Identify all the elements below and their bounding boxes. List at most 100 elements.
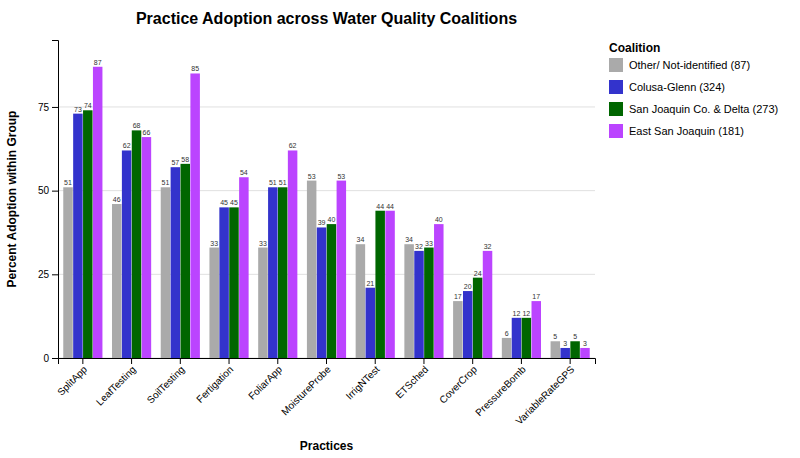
bar — [239, 177, 248, 358]
y-tick-mark — [52, 358, 58, 359]
bar — [209, 248, 218, 358]
x-tick: SplitApp — [55, 358, 89, 398]
legend-item: Colusa-Glenn (324) — [609, 80, 725, 94]
data-label: 17 — [532, 293, 540, 300]
bar — [570, 341, 579, 358]
x-tick-label: SoilTesting — [145, 364, 187, 406]
x-tick-mark — [180, 358, 181, 364]
legend-label: Colusa-Glenn (324) — [629, 81, 725, 93]
data-label: 46 — [113, 196, 121, 203]
bar — [532, 301, 541, 358]
bar — [229, 207, 238, 358]
legend-swatch — [609, 102, 623, 116]
data-label: 62 — [123, 142, 131, 149]
data-label: 17 — [454, 293, 462, 300]
y-tick-label: 50 — [38, 185, 50, 196]
bar — [288, 150, 297, 358]
data-label: 45 — [220, 199, 228, 206]
x-tick: IrrigNTest — [344, 358, 382, 402]
data-label: 62 — [289, 142, 297, 149]
x-tick-mark — [326, 358, 327, 364]
bar — [112, 204, 121, 358]
data-label: 85 — [191, 65, 199, 72]
data-label: 3 — [563, 340, 567, 347]
x-tick-label: FoliarApp — [246, 363, 284, 401]
data-label: 51 — [279, 179, 287, 186]
x-tick: MoistureProbe — [279, 358, 333, 417]
data-label: 44 — [376, 203, 384, 210]
x-tick: VariableRateGPS — [513, 358, 576, 427]
x-tick-label: SplitApp — [55, 363, 89, 397]
y-tick-label: 75 — [38, 102, 50, 113]
data-label: 24 — [474, 270, 482, 277]
x-tick: PressureBomb — [473, 358, 528, 418]
bar — [522, 318, 531, 358]
data-label: 73 — [74, 106, 82, 113]
bar — [580, 348, 589, 358]
bar — [404, 244, 413, 358]
grid — [58, 107, 595, 358]
x-tick: LeafTesting — [94, 358, 138, 408]
y-axis-title: Percent Adoption within Group — [5, 111, 19, 288]
x-tick-mark — [277, 358, 278, 364]
data-label: 33 — [210, 240, 218, 247]
data-label: 32 — [415, 243, 423, 250]
x-tick: ETSched — [393, 358, 430, 401]
data-label: 34 — [356, 236, 364, 243]
bar — [63, 187, 72, 358]
y-tick: 25 — [38, 269, 58, 280]
bar — [483, 251, 492, 358]
data-label: 5 — [573, 333, 577, 340]
data-label-series: 746858455140443324125 — [84, 102, 577, 340]
legend-item: East San Joaquin (181) — [609, 124, 744, 138]
bar — [473, 278, 482, 358]
y-tick: 50 — [38, 185, 58, 196]
bar — [356, 244, 365, 358]
x-tick-label: IrrigNTest — [344, 364, 382, 402]
data-label: 21 — [366, 280, 374, 287]
bar — [317, 227, 326, 358]
bar — [307, 181, 316, 358]
data-label: 32 — [484, 243, 492, 250]
bar — [453, 301, 462, 358]
x-axis-line — [59, 359, 596, 365]
bar — [73, 114, 82, 358]
bar-series — [73, 114, 570, 358]
bar — [502, 338, 511, 358]
data-label: 74 — [84, 102, 92, 109]
data-label: 53 — [337, 173, 345, 180]
y-tick-mark — [52, 274, 58, 275]
bars — [63, 67, 589, 358]
x-tick: CoverCrop — [437, 358, 479, 406]
y-tick-mark — [52, 191, 58, 192]
bar — [551, 341, 560, 358]
y-tick-mark — [52, 107, 58, 108]
x-tick-label: PressureBomb — [473, 363, 528, 418]
bar — [171, 167, 180, 358]
grid-line — [58, 106, 595, 107]
data-label: 40 — [435, 216, 443, 223]
data-label: 33 — [425, 240, 433, 247]
y-tick: 75 — [38, 102, 58, 113]
data-label: 34 — [405, 236, 413, 243]
x-tick-mark — [229, 358, 230, 364]
x-axis: SplitAppLeafTestingSoilTestingFertigatio… — [55, 358, 595, 427]
y-tick-label: 0 — [43, 353, 49, 364]
bar — [560, 348, 569, 358]
x-tick-label: MoistureProbe — [279, 363, 333, 417]
x-tick-label: Fertigation — [194, 364, 235, 405]
bar — [424, 248, 433, 358]
legend-title: Coalition — [609, 41, 660, 55]
data-labels: 5146513333533434176573625745513921322012… — [64, 59, 587, 347]
bar — [278, 187, 287, 358]
bar — [258, 248, 267, 358]
bar-series — [93, 67, 590, 358]
y-tick-label: 25 — [38, 269, 50, 280]
data-label: 45 — [230, 199, 238, 206]
data-label: 20 — [464, 283, 472, 290]
legend: CoalitionOther/ Not-identified (87)Colus… — [609, 41, 778, 138]
bar — [366, 288, 375, 358]
x-tick-mark — [82, 358, 83, 364]
bar — [93, 67, 102, 358]
x-tick-mark — [375, 358, 376, 364]
